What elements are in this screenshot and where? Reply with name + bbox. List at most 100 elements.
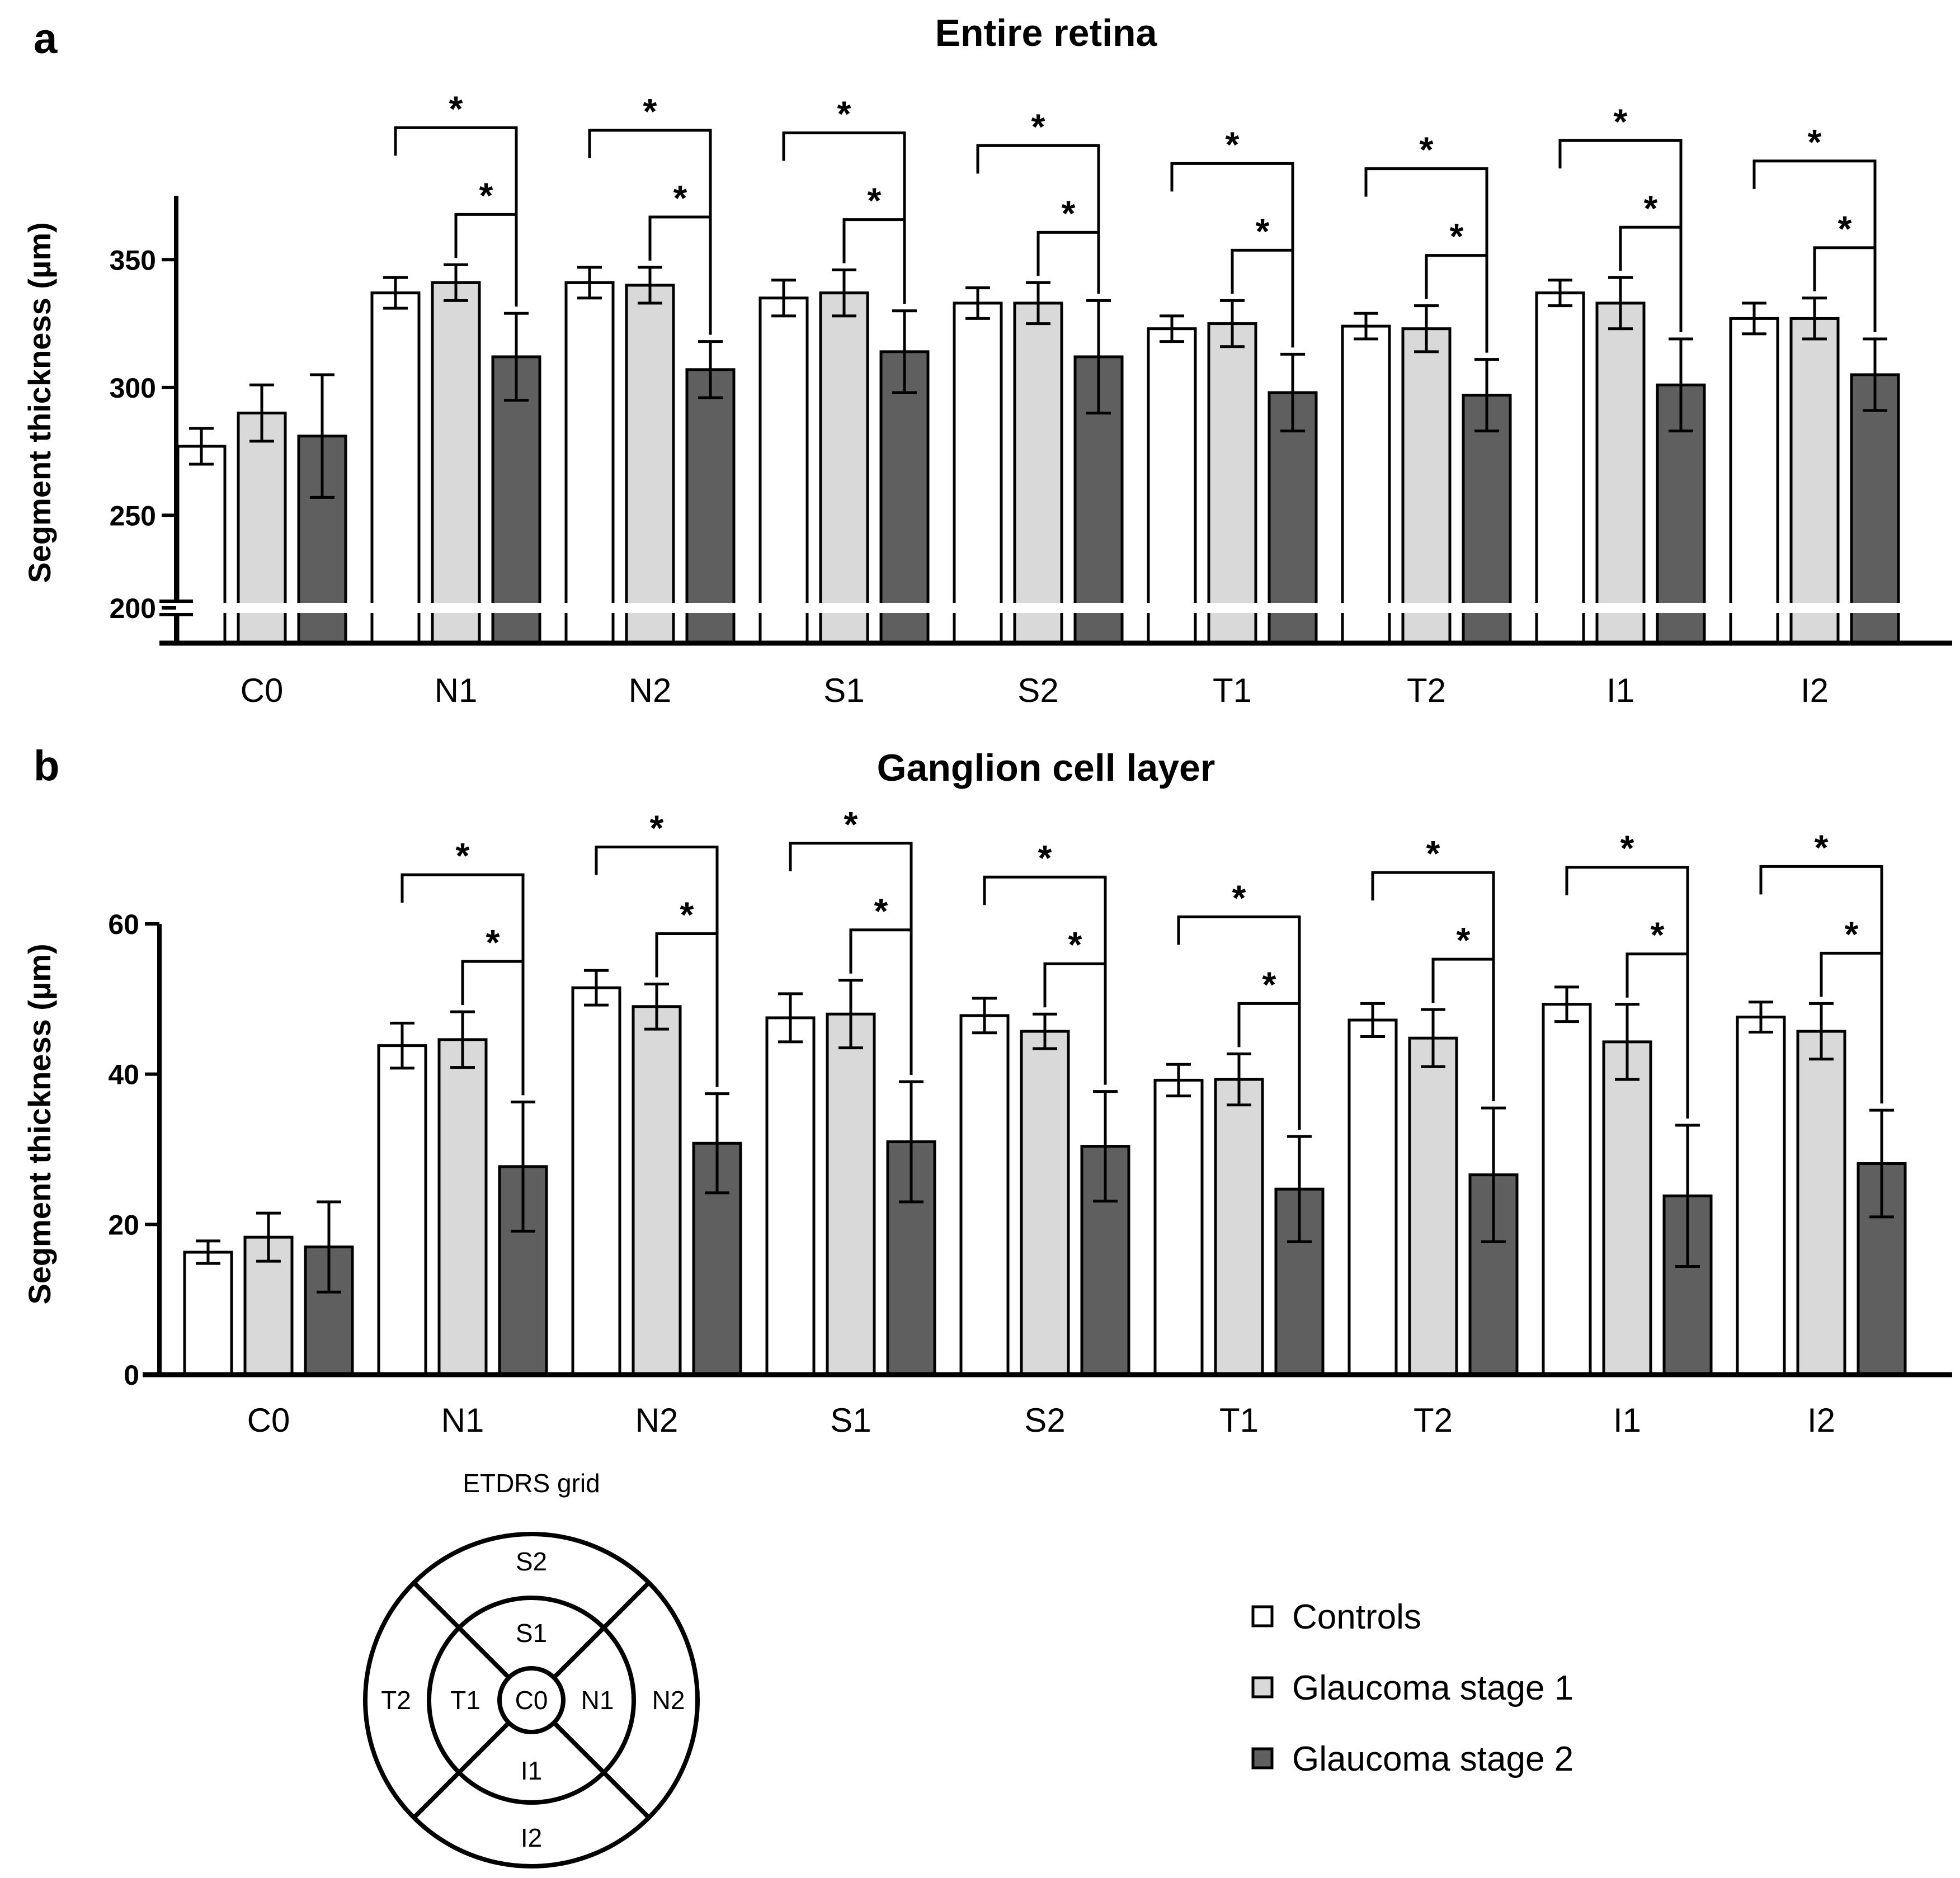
chart-a-title: Entire retina	[935, 12, 1158, 54]
sig-bracket-b-t1-stage1-vs-stage2: *	[1237, 964, 1301, 1130]
sig-bracket-line	[1752, 159, 1877, 265]
error-bar-b-s2-glaucoma-stage-2	[1093, 1090, 1118, 1203]
bar-b-t1-controls	[1153, 1078, 1204, 1376]
bar-b-t2-glaucoma-stage-1	[1408, 1036, 1458, 1376]
sig-bracket-line	[394, 126, 518, 232]
x-tick-label: T2	[1407, 672, 1446, 709]
x-tick-label: S2	[1017, 672, 1058, 709]
error-bar-b-n1-glaucoma-stage-2	[511, 1100, 535, 1233]
error-bar-a-i2-glaucoma-stage-2	[1863, 337, 1887, 412]
x-tick-label: T1	[1219, 1402, 1259, 1439]
bar-b-i2-controls	[1736, 1016, 1786, 1376]
sig-bracket-a-t2-controls-vs-stage2: *	[1364, 130, 1488, 272]
bar-b-t1-glaucoma-stage-1	[1214, 1078, 1264, 1376]
error-bar-a-i1-glaucoma-stage-2	[1669, 337, 1693, 433]
sig-bracket-line	[782, 131, 906, 237]
bar-a-i2-controls	[1729, 317, 1779, 645]
bar-b-i1-glaucoma-stage-1	[1602, 1040, 1652, 1376]
sig-bracket-b-n1-stage1-vs-stage2: *	[461, 922, 525, 1096]
y-tick-label: 300	[110, 372, 156, 404]
sig-bracket-line	[842, 218, 906, 304]
sig-star: *	[1420, 130, 1434, 170]
sig-star: *	[1426, 833, 1440, 874]
y-tick-label: 0	[124, 1360, 139, 1391]
error-bar-b-c0-glaucoma-stage-2	[317, 1200, 341, 1294]
sig-bracket-a-i2-controls-vs-stage2: *	[1752, 122, 1877, 265]
error-bar-b-n2-controls	[584, 969, 609, 1007]
error-bar-a-t1-glaucoma-stage-1	[1220, 299, 1245, 348]
sig-bracket-line	[1036, 230, 1100, 294]
bar-a-s1-controls	[758, 296, 809, 645]
error-bar-a-i1-controls	[1548, 279, 1572, 308]
error-bar-a-s1-glaucoma-stage-2	[892, 309, 917, 394]
sig-bracket-line	[849, 928, 913, 1075]
sig-star: *	[1226, 124, 1240, 164]
sig-bracket-line	[976, 144, 1100, 249]
sig-star: *	[1062, 193, 1076, 233]
error-bar-b-s1-glaucoma-stage-2	[899, 1080, 924, 1204]
legend-label-glaucoma-stage-1: Glaucoma stage 1	[1292, 1669, 1573, 1707]
sig-bracket-b-n2-controls-vs-stage2: *	[595, 808, 719, 951]
legend-item-glaucoma-stage-1: Glaucoma stage 1	[1251, 1669, 1573, 1707]
etdrs-divider-ne	[552, 1581, 651, 1679]
sig-bracket-b-s1-controls-vs-stage2: *	[789, 804, 913, 947]
bar-a-n2-controls	[564, 281, 615, 645]
etdrs-grid-title: ETDRS grid	[463, 1469, 600, 1498]
sig-bracket-line	[983, 875, 1107, 981]
error-bar-a-t2-glaucoma-stage-1	[1414, 304, 1439, 353]
sig-bracket-b-i2-stage1-vs-stage2: *	[1820, 914, 1883, 1104]
bar-a-n1-glaucoma-stage-1	[431, 281, 481, 645]
etdrs-center-ring	[497, 1666, 566, 1734]
error-bar-b-s2-glaucoma-stage-1	[1033, 1012, 1057, 1050]
x-tick-label: S1	[830, 1402, 871, 1439]
error-bar-a-n1-controls	[383, 276, 408, 310]
sig-star: *	[643, 91, 657, 131]
error-bar-a-i2-glaucoma-stage-1	[1802, 296, 1827, 341]
sig-bracket-b-n2-stage1-vs-stage2: *	[655, 894, 719, 1087]
sig-bracket-line	[1431, 957, 1495, 1102]
x-tick-label: I2	[1801, 672, 1829, 709]
sig-star: *	[1614, 101, 1628, 141]
x-tick-label: N2	[629, 672, 672, 709]
sig-bracket-line	[1820, 951, 1883, 1104]
x-tick-label: I1	[1606, 672, 1634, 709]
error-bar-a-i1-glaucoma-stage-1	[1608, 276, 1633, 331]
error-bar-a-t2-controls	[1354, 312, 1378, 341]
y-tick-label: 60	[108, 909, 139, 940]
sig-bracket-line	[588, 129, 712, 234]
sig-star: *	[673, 178, 687, 218]
sig-star: *	[1256, 211, 1270, 251]
legend-swatch-controls	[1251, 1605, 1274, 1627]
error-bar-b-s2-controls	[972, 997, 997, 1035]
error-bar-a-n1-glaucoma-stage-2	[504, 312, 529, 402]
chart-b-ylabel: Segment thickness (µm)	[22, 943, 57, 1304]
sig-star: *	[1644, 188, 1658, 228]
legend-item-glaucoma-stage-2: Glaucoma stage 2	[1251, 1740, 1573, 1778]
error-bar-b-t1-glaucoma-stage-1	[1227, 1052, 1251, 1107]
sig-star: *	[1038, 838, 1052, 878]
sig-star: *	[680, 894, 694, 935]
sig-bracket-a-t1-stage1-vs-stage2: *	[1231, 211, 1294, 348]
sig-bracket-line	[401, 873, 525, 979]
bar-b-c0-controls	[183, 1251, 233, 1376]
sig-bracket-b-i2-controls-vs-stage2: *	[1759, 827, 1883, 970]
bar-a-s2-controls	[953, 301, 1003, 645]
sig-star: *	[1808, 122, 1822, 162]
sig-bracket-line	[1626, 952, 1689, 1119]
x-tick-label: I2	[1807, 1402, 1835, 1439]
y-tick-label: 350	[110, 244, 156, 276]
bar-b-i1-controls	[1542, 1003, 1592, 1376]
sig-bracket-a-t2-stage1-vs-stage2: *	[1425, 216, 1488, 353]
sig-bracket-line	[655, 932, 719, 1087]
bar-b-s2-controls	[959, 1014, 1010, 1376]
etdrs-label-n2: N2	[652, 1686, 685, 1715]
sig-bracket-line	[1364, 167, 1488, 272]
sig-bracket-line	[1043, 962, 1107, 1085]
x-tick-label: S2	[1024, 1402, 1065, 1439]
bar-b-n2-glaucoma-stage-1	[632, 1005, 682, 1376]
bar-a-t2-glaucoma-stage-1	[1401, 327, 1452, 645]
chart-b-title: Ganglion cell layer	[877, 747, 1215, 789]
bar-b-i2-glaucoma-stage-1	[1796, 1030, 1846, 1376]
sig-bracket-b-i1-stage1-vs-stage2: *	[1626, 915, 1689, 1119]
